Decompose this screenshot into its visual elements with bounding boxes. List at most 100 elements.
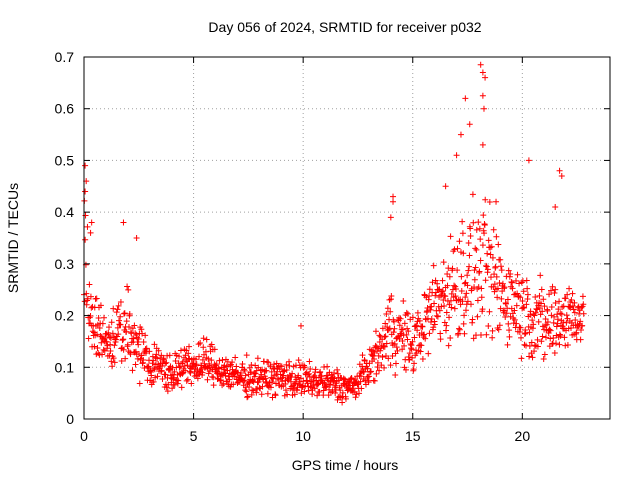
data-point-outlier xyxy=(390,193,397,200)
data-point xyxy=(382,333,389,340)
grid-lines xyxy=(84,57,610,419)
data-point xyxy=(532,293,539,300)
data-point xyxy=(100,346,107,353)
data-point xyxy=(350,385,357,392)
data-point xyxy=(469,316,476,323)
data-point xyxy=(404,325,411,332)
data-point xyxy=(579,322,586,329)
data-point xyxy=(456,238,463,245)
data-point xyxy=(506,333,513,340)
data-point xyxy=(465,240,472,247)
data-point xyxy=(458,273,465,280)
data-point xyxy=(182,367,189,374)
data-point xyxy=(443,322,450,329)
data-point xyxy=(426,293,433,300)
data-point xyxy=(536,292,543,299)
data-point xyxy=(513,302,520,309)
data-point xyxy=(140,338,147,345)
data-point xyxy=(169,385,176,392)
data-point xyxy=(472,332,479,339)
data-point xyxy=(506,327,513,334)
data-point xyxy=(426,286,433,293)
data-point xyxy=(376,367,383,374)
data-point xyxy=(242,387,249,394)
data-point xyxy=(555,306,562,313)
data-point xyxy=(445,265,452,272)
data-point xyxy=(314,392,321,399)
data-point xyxy=(342,376,349,383)
data-point xyxy=(170,376,177,383)
data-point xyxy=(549,283,556,290)
data-point xyxy=(481,221,488,228)
data-point xyxy=(473,226,480,233)
y-tick-label: 0.1 xyxy=(55,359,75,375)
data-point xyxy=(534,343,541,350)
data-point xyxy=(549,341,556,348)
data-point xyxy=(216,365,223,372)
data-point xyxy=(528,339,535,346)
data-point-outlier xyxy=(387,214,394,221)
data-point xyxy=(396,336,403,342)
data-point xyxy=(359,352,366,359)
data-point xyxy=(412,323,419,330)
data-point xyxy=(210,374,217,381)
data-point xyxy=(437,330,444,337)
data-point xyxy=(548,303,555,310)
data-point xyxy=(504,341,511,348)
data-point xyxy=(392,371,399,378)
data-point xyxy=(507,313,514,320)
data-point xyxy=(570,306,577,313)
data-point xyxy=(497,256,504,263)
data-point xyxy=(564,291,571,298)
data-point xyxy=(541,351,548,358)
data-point xyxy=(365,379,372,386)
data-point xyxy=(267,384,274,391)
data-point xyxy=(381,333,388,340)
data-point xyxy=(387,362,394,369)
data-point-outlier xyxy=(482,74,489,81)
data-point xyxy=(579,293,586,300)
data-point xyxy=(108,358,115,365)
data-point xyxy=(566,285,573,292)
data-point xyxy=(472,264,479,271)
data-point xyxy=(348,375,355,382)
data-point xyxy=(200,344,207,351)
data-point xyxy=(93,295,100,302)
data-point xyxy=(82,236,89,243)
data-point xyxy=(263,367,270,374)
data-point-outlier xyxy=(453,152,460,159)
data-point xyxy=(403,331,410,338)
data-point xyxy=(109,330,116,337)
data-point xyxy=(414,327,421,334)
data-point xyxy=(496,279,503,286)
data-point xyxy=(200,335,207,342)
data-point xyxy=(176,364,183,371)
data-point xyxy=(418,342,425,349)
data-point xyxy=(217,377,224,383)
data-point xyxy=(249,387,256,394)
data-point xyxy=(233,363,240,370)
data-point-outlier xyxy=(82,188,89,195)
data-point xyxy=(461,330,468,337)
data-point xyxy=(520,304,527,311)
data-point xyxy=(208,357,215,364)
data-point xyxy=(113,309,120,316)
data-point xyxy=(177,347,184,354)
data-point xyxy=(184,376,191,383)
data-point xyxy=(511,307,518,314)
data-point-outlier xyxy=(442,183,449,190)
data-point xyxy=(475,284,482,291)
data-point xyxy=(311,385,318,392)
data-point xyxy=(320,387,327,394)
data-point xyxy=(467,225,474,232)
data-point xyxy=(439,287,446,294)
data-point xyxy=(133,331,140,338)
data-point xyxy=(334,396,341,403)
data-point xyxy=(171,368,178,375)
data-point-outlier xyxy=(556,167,563,174)
data-point xyxy=(428,303,435,310)
data-point xyxy=(538,300,544,307)
data-point xyxy=(399,337,406,344)
data-point xyxy=(516,280,523,287)
